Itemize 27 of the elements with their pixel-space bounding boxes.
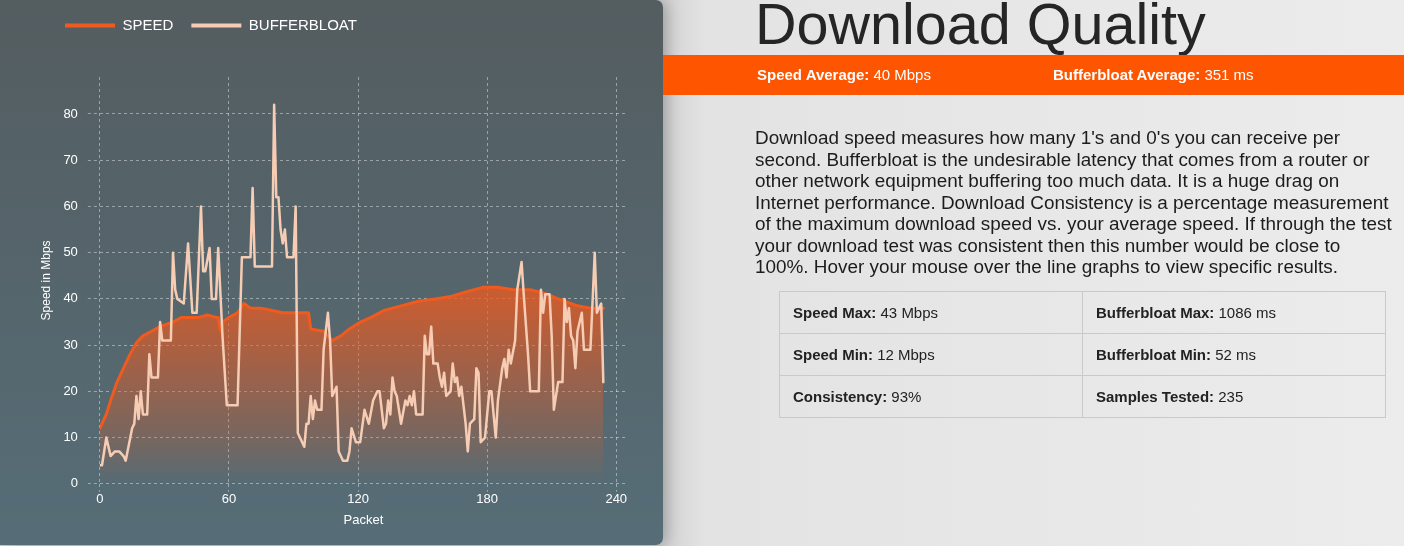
x-tick-label: 60 [221, 491, 237, 507]
y-tick-label: 60 [63, 198, 78, 214]
legend-label: SPEED [122, 15, 174, 33]
y-tick-label: 50 [63, 244, 78, 260]
banner: Speed Average: 40 Mbps Bufferbloat Average: 351 ms [663, 55, 1404, 95]
y-tick-label: 40 [63, 290, 78, 306]
text: Speed Min: 12 Mbps [793, 346, 935, 363]
x-axis-title: Packet [343, 511, 384, 527]
legend-label: BUFFERBLOAT [248, 15, 357, 33]
text: Bufferbloat Max: 1086 ms [1096, 304, 1277, 321]
text: Samples Tested: 235 [1096, 388, 1244, 405]
text: Bufferbloat Min: 52 ms [1096, 346, 1256, 363]
y-tick-label: 20 [63, 382, 78, 398]
text: Speed Max: 43 Mbps [793, 304, 939, 321]
x-tick-label: 0 [96, 491, 104, 507]
x-tick-label: 180 [476, 491, 498, 507]
text: Consistency: 93% [793, 388, 922, 405]
text: Download Quality [755, 0, 1206, 56]
y-tick-label: 0 [70, 475, 78, 491]
text: Download speed measures how many 1's and 0's you can receive per second. Bufferbloat is the undesirable latency that comes from a router or other network equipment buffering too much data. It is a huge drag on Internet performance. Download Consistency is a percentage measurement of the maximum download speed vs. your average speed. If through the test your download test was consistent then this number would be close to 100%. Hover your mouse over the line graphs to view specific results. [755, 128, 1393, 279]
y-tick-label: 10 [63, 429, 78, 445]
x-tick-label: 240 [605, 491, 628, 507]
y-tick-label: 30 [63, 336, 78, 352]
x-tick-label: 120 [347, 491, 369, 507]
y-tick-label: 70 [63, 151, 78, 167]
y-tick-label: 80 [63, 105, 78, 121]
y-axis-title: Speed in Mbps [38, 240, 53, 321]
